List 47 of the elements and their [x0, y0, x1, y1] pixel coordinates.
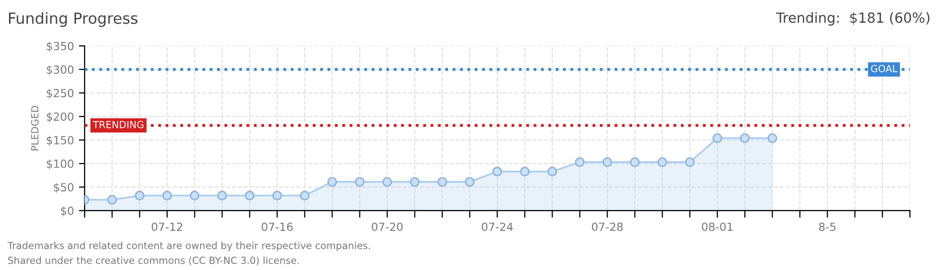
point — [547, 166, 558, 176]
point — [107, 194, 117, 205]
ref-line-label: GOAL — [871, 64, 898, 72]
point — [464, 177, 475, 187]
point — [630, 157, 640, 167]
point — [712, 133, 722, 143]
point — [602, 157, 612, 167]
point — [190, 190, 200, 200]
point — [492, 166, 502, 176]
x-tick-label: 07-28 — [592, 222, 623, 232]
chart-title: Funding Progress — [9, 12, 138, 27]
ref-line-label: TRENDING — [92, 120, 144, 128]
point — [354, 177, 365, 187]
point — [134, 190, 144, 200]
point — [217, 190, 228, 200]
x-tick-label: 08-01 — [702, 222, 732, 232]
point — [382, 177, 392, 187]
point — [410, 177, 420, 187]
y-tick-label: $250 — [46, 88, 74, 99]
y-tick-label: $350 — [46, 42, 74, 52]
point — [244, 190, 255, 200]
text: Trending: $181 (60%) — [776, 12, 930, 26]
text: Trademarks and related content are owned by their respective companies. — [7, 242, 370, 252]
y-axis-title: PLEDGED — [31, 106, 38, 150]
text: Shared under the creative commons (CC BY-NC 3.0) license. — [8, 256, 299, 266]
y-tick-label: $100 — [46, 159, 74, 170]
point — [272, 190, 282, 200]
x-tick-label: 07-24 — [482, 222, 513, 232]
x-tick-label: 07-12 — [152, 222, 182, 232]
x-tick-label: 8-5 — [819, 222, 836, 232]
point — [327, 177, 338, 187]
point — [437, 177, 448, 187]
x-tick-label: 07-20 — [372, 222, 403, 232]
point — [684, 157, 695, 167]
point — [768, 133, 778, 143]
y-tick-label: $50 — [54, 182, 74, 193]
point — [740, 133, 750, 143]
y-tick-label: $150 — [46, 136, 74, 146]
point — [520, 166, 530, 176]
y-tick-label: $300 — [46, 65, 74, 76]
point — [162, 190, 172, 200]
y-tick-label: $0 — [60, 206, 74, 216]
y-tick-label: $200 — [46, 112, 74, 122]
x-tick-label: 07-16 — [262, 222, 293, 232]
point — [657, 157, 668, 167]
point — [574, 157, 585, 167]
point — [300, 190, 310, 200]
